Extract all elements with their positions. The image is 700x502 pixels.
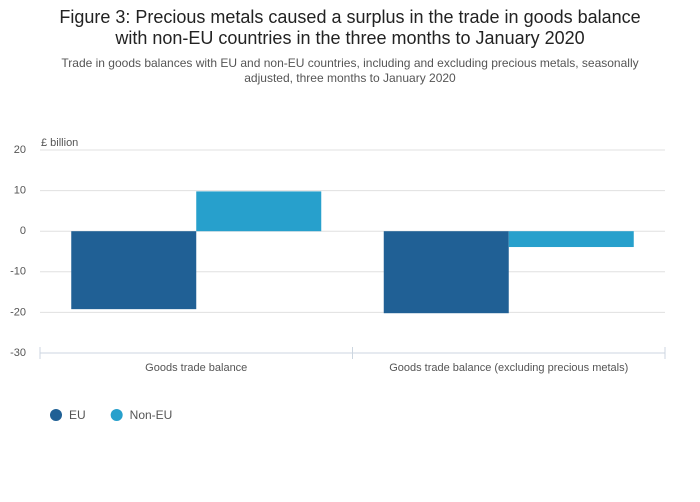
- legend-label: Non-EU: [130, 408, 173, 422]
- y-tick-label: -20: [10, 306, 26, 318]
- bar: [383, 231, 509, 314]
- x-tick-label: Goods trade balance: [145, 362, 247, 374]
- bar: [196, 191, 322, 232]
- y-axis-label: £ billion: [41, 137, 78, 149]
- legend-marker: [50, 409, 62, 421]
- legend-label: EU: [69, 408, 86, 422]
- chart-title: with non-EU countries in the three month…: [114, 28, 584, 48]
- bar: [508, 231, 634, 248]
- y-tick-label: 0: [20, 225, 26, 237]
- x-tick-label: Goods trade balance (excluding precious …: [389, 362, 628, 374]
- legend-marker: [110, 409, 123, 421]
- chart-title: Figure 3: Precious metals caused a surpl…: [59, 7, 640, 27]
- y-tick-label: -10: [10, 266, 26, 278]
- bar: [71, 231, 197, 310]
- y-tick-label: 10: [14, 185, 26, 197]
- chart-subtitle: Trade in goods balances with EU and non-…: [61, 56, 638, 70]
- y-tick-label: -30: [10, 347, 26, 359]
- y-tick-label: 20: [14, 144, 26, 156]
- chart-subtitle: adjusted, three months to January 2020: [244, 71, 456, 85]
